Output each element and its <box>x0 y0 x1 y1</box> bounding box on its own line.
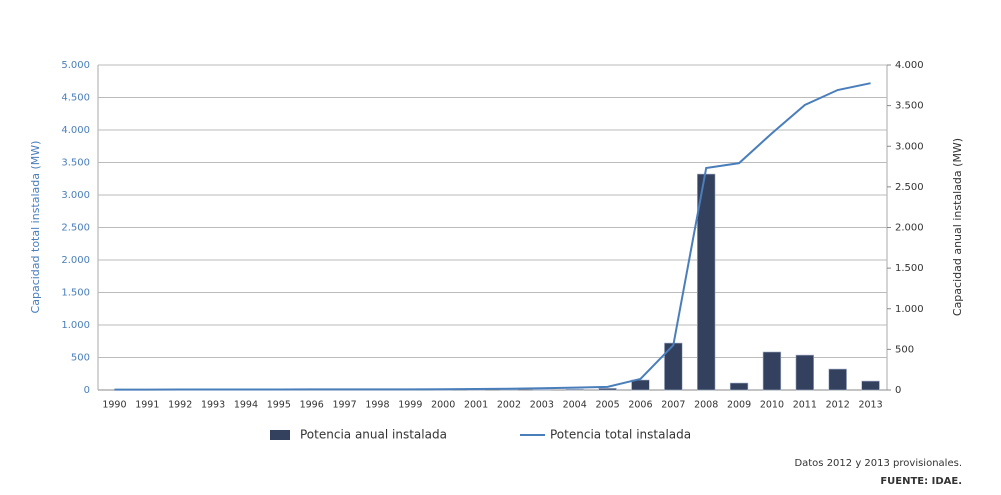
x-tick-label: 2006 <box>628 400 652 411</box>
x-tick-label: 1990 <box>102 400 126 411</box>
y-axis-label: Capacidad total instalada (MW) <box>29 141 42 314</box>
bar <box>697 173 716 391</box>
y-tick-label: 1.500 <box>61 288 90 299</box>
legend-label: Potencia total instalada <box>550 428 691 442</box>
bar <box>664 342 683 391</box>
x-tick-label: 2007 <box>661 400 685 411</box>
x-tick-label: 2012 <box>826 400 850 411</box>
source: FUENTE: IDAE. <box>880 476 962 487</box>
x-tick-label: 2010 <box>760 400 784 411</box>
x-tick-label: 2002 <box>497 400 521 411</box>
bar <box>861 380 880 391</box>
x-tick-label: 1993 <box>201 400 225 411</box>
x-tick-label: 1997 <box>332 400 356 411</box>
x-tick-label: 2004 <box>563 400 587 411</box>
y-tick-label: 4.000 <box>61 125 90 136</box>
line <box>114 82 871 391</box>
y-tick-label: 500 <box>71 353 90 364</box>
legend-label: Potencia anual instalada <box>300 428 447 442</box>
legend-swatch <box>270 430 290 440</box>
y2-tick-label: 1.000 <box>895 304 924 315</box>
x-tick-label: 1992 <box>168 400 192 411</box>
y-tick-label: 5.000 <box>61 60 90 71</box>
bar <box>598 388 617 391</box>
y-tick-label: 2.500 <box>61 223 90 234</box>
x-tick-label: 2013 <box>858 400 882 411</box>
x-tick-label: 2011 <box>793 400 817 411</box>
note: Datos 2012 y 2013 provisionales. <box>794 458 962 469</box>
bar <box>631 379 650 391</box>
y2-tick-label: 500 <box>895 344 914 355</box>
x-tick-label: 2005 <box>595 400 619 411</box>
bar <box>565 388 584 391</box>
y-tick-label: 1.000 <box>61 320 90 331</box>
x-tick-label: 2000 <box>431 400 455 411</box>
y-tick-label: 2.000 <box>61 255 90 266</box>
y2-tick-label: 3.000 <box>895 141 924 152</box>
y2-tick-label: 2.500 <box>895 182 924 193</box>
x-tick-label: 1995 <box>267 400 291 411</box>
bar <box>729 382 749 391</box>
x-tick-label: 2001 <box>464 400 488 411</box>
y-tick-label: 0 <box>84 385 90 396</box>
bar <box>795 354 814 391</box>
y2-tick-label: 3.500 <box>895 101 924 112</box>
y-tick-label: 4.500 <box>61 93 90 104</box>
y-tick-label: 3.500 <box>61 158 90 169</box>
y2-tick-label: 0 <box>895 385 901 396</box>
x-tick-label: 2003 <box>530 400 554 411</box>
x-tick-label: 2009 <box>727 400 751 411</box>
x-tick-label: 1991 <box>135 400 159 411</box>
bar <box>828 368 847 391</box>
y2-tick-label: 4.000 <box>895 60 924 71</box>
x-tick-label: 1998 <box>365 400 389 411</box>
x-tick-label: 1999 <box>398 400 422 411</box>
y-tick-label: 3.000 <box>61 190 90 201</box>
x-tick-label: 1996 <box>300 400 324 411</box>
y2-axis-label: Capacidad anual instalada (MW) <box>951 138 964 316</box>
x-tick-label: 2008 <box>694 400 718 411</box>
y2-tick-label: 2.000 <box>895 223 924 234</box>
bar <box>762 351 782 391</box>
y2-tick-label: 1.500 <box>895 263 924 274</box>
x-tick-label: 1994 <box>234 400 258 411</box>
